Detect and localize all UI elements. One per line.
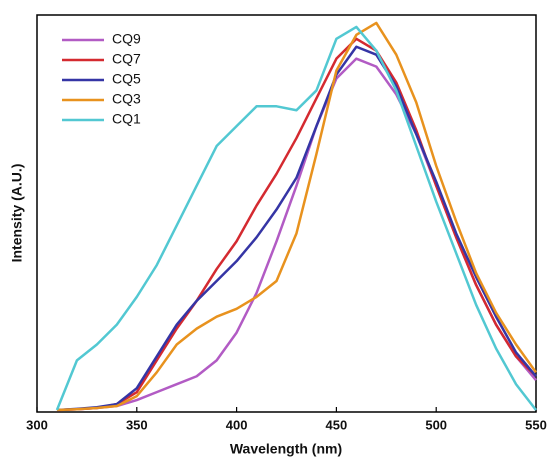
legend-label: CQ7: [112, 51, 141, 67]
series-line: [55, 25, 537, 411]
x-tick-label: 500: [425, 417, 447, 432]
x-tick-label: 400: [226, 417, 248, 432]
x-tick-label: 300: [26, 417, 48, 432]
series-line: [56, 21, 538, 412]
legend-label: CQ1: [112, 111, 141, 127]
x-axis-title: Wavelength (nm): [230, 441, 342, 457]
series-line: [56, 37, 537, 412]
plot-frame: [36, 14, 537, 413]
x-tick-label: 550: [525, 417, 547, 432]
legend-label: CQ9: [112, 31, 141, 47]
x-tick-label: 350: [126, 417, 148, 432]
series-line: [56, 45, 537, 412]
x-tick-label: 450: [326, 417, 348, 432]
legend-label: CQ3: [112, 91, 141, 107]
y-axis-title: Intensity (A.U.): [9, 164, 25, 263]
legend-label: CQ5: [112, 71, 141, 87]
